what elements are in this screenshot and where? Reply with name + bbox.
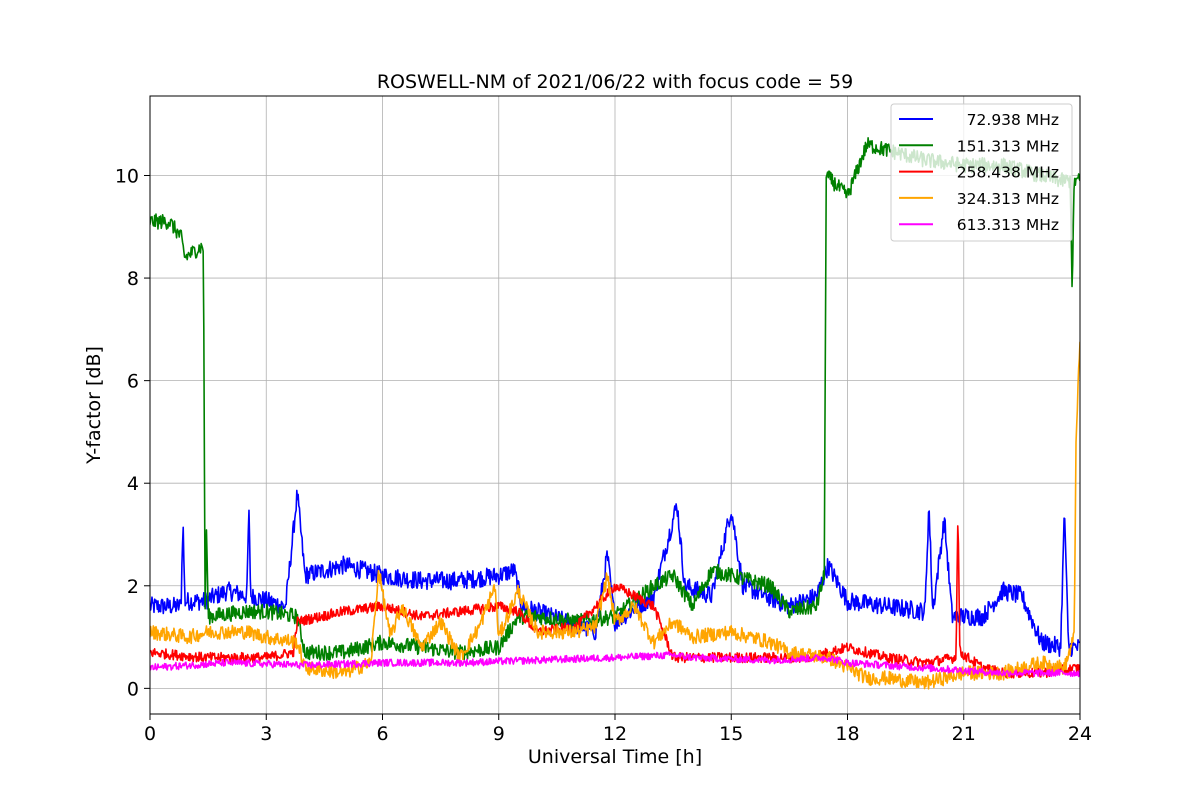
chart-title: ROSWELL-NM of 2021/06/22 with focus code…: [377, 71, 853, 93]
y-axis-label: Y-factor [dB]: [83, 346, 105, 465]
series-layer: [150, 137, 1080, 690]
x-tick-label: 6: [376, 723, 388, 745]
series-line-0: [150, 489, 1080, 658]
y-tick-label: 4: [127, 473, 139, 495]
x-axis-label: Universal Time [h]: [528, 746, 702, 768]
y-tick-label: 0: [127, 678, 139, 700]
y-tick-label: 10: [115, 165, 139, 187]
legend-label: 613.313 MHz: [957, 216, 1059, 234]
legend-label: 72.938 MHz: [967, 111, 1059, 129]
x-tick-label: 18: [835, 723, 859, 745]
legend-label: 258.438 MHz: [957, 164, 1059, 182]
series-line-2: [150, 525, 1080, 679]
legend-label: 324.313 MHz: [957, 190, 1059, 208]
x-tick-label: 15: [719, 723, 743, 745]
x-tick-label: 9: [493, 723, 505, 745]
x-tick-label: 0: [144, 723, 156, 745]
y-tick-label: 8: [127, 268, 139, 290]
x-tick-label: 12: [603, 723, 627, 745]
series-line-4: [150, 651, 1080, 678]
legend-box: [890, 103, 1073, 242]
legend-label: 151.313 MHz: [957, 137, 1059, 155]
legend: 72.938 MHz 151.313 MHz 258.438 MHz 324.313 …: [890, 103, 1073, 242]
x-tick-label: 24: [1068, 723, 1092, 745]
x-tick-label: 3: [260, 723, 272, 745]
y-tick-label: 2: [127, 576, 139, 598]
x-tick-label: 21: [952, 723, 976, 745]
y-tick-label: 6: [127, 371, 139, 393]
